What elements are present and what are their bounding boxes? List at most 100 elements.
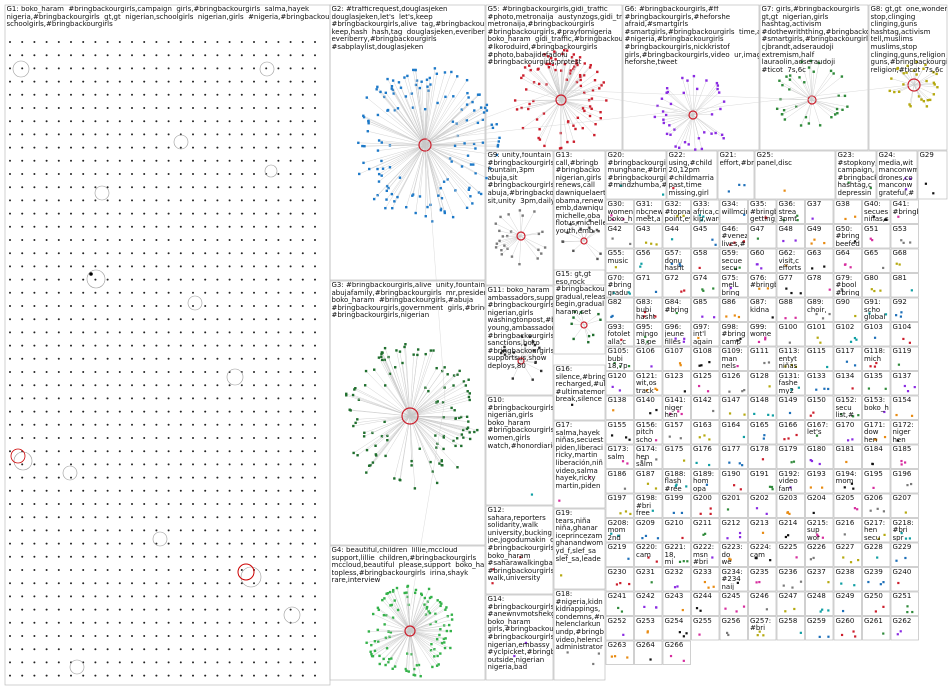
node <box>468 398 471 402</box>
node <box>590 97 594 100</box>
edge <box>394 415 411 479</box>
node <box>301 384 304 387</box>
node <box>45 67 48 70</box>
node <box>356 454 359 457</box>
node <box>301 437 304 439</box>
node <box>21 569 24 571</box>
node <box>876 556 879 559</box>
node <box>143 555 146 558</box>
node <box>677 410 680 413</box>
node <box>533 343 537 347</box>
node <box>932 81 936 84</box>
node <box>94 186 97 189</box>
node <box>106 423 109 426</box>
node <box>204 278 207 281</box>
node <box>277 463 280 466</box>
node <box>9 582 11 585</box>
node <box>167 674 170 677</box>
node <box>497 140 500 143</box>
node <box>167 463 170 466</box>
edge <box>409 370 460 417</box>
node <box>94 582 97 585</box>
edge <box>811 73 834 101</box>
node <box>906 610 909 614</box>
node <box>82 133 85 136</box>
group-box-g3 <box>329 280 486 546</box>
edge <box>425 139 446 401</box>
node <box>192 305 194 307</box>
node <box>118 569 121 571</box>
node <box>743 184 746 187</box>
node <box>155 93 158 96</box>
node <box>192 635 194 637</box>
node <box>621 460 625 463</box>
node <box>532 349 536 352</box>
node <box>204 146 207 149</box>
node <box>791 586 794 589</box>
node <box>216 635 219 637</box>
edge <box>374 369 411 417</box>
node <box>869 186 872 190</box>
node <box>82 278 85 281</box>
edge <box>529 65 562 101</box>
node <box>403 591 406 595</box>
node <box>549 56 553 60</box>
edge <box>409 630 446 649</box>
node <box>9 397 11 400</box>
group-box-g65 <box>862 248 891 273</box>
edge <box>560 99 585 112</box>
node <box>155 529 158 532</box>
node <box>728 461 731 464</box>
node <box>21 173 24 175</box>
node <box>674 484 678 488</box>
node <box>796 218 799 222</box>
group-box-g108 <box>691 346 720 371</box>
edge <box>913 82 934 86</box>
node-ring <box>13 451 33 471</box>
node <box>57 120 60 123</box>
node <box>897 215 900 218</box>
group-box-g14 <box>485 594 554 681</box>
node <box>566 651 569 654</box>
node <box>799 580 803 583</box>
node <box>465 119 469 122</box>
node <box>610 315 613 319</box>
node <box>131 569 133 571</box>
edge <box>560 99 596 125</box>
node <box>155 516 158 519</box>
node <box>289 239 292 241</box>
node <box>57 305 60 307</box>
node <box>654 439 658 442</box>
node <box>363 145 366 148</box>
node <box>314 582 316 585</box>
node <box>253 595 255 598</box>
node <box>192 503 194 505</box>
node <box>143 542 146 545</box>
node <box>534 360 537 364</box>
group-box-g41 <box>890 199 919 224</box>
node <box>538 138 542 141</box>
node <box>709 512 712 515</box>
group-box-g140 <box>634 395 663 420</box>
edge <box>520 215 523 237</box>
group-box-g164 <box>719 420 748 445</box>
node <box>82 621 85 624</box>
node <box>277 54 280 57</box>
group-box-g257 <box>748 616 777 641</box>
node <box>45 146 48 149</box>
node <box>45 410 48 413</box>
edge <box>692 114 705 133</box>
node <box>240 621 243 624</box>
node <box>253 344 255 347</box>
node <box>118 476 121 479</box>
group-box-g120 <box>605 371 634 396</box>
node <box>265 54 268 57</box>
node <box>468 186 471 190</box>
node <box>82 146 85 149</box>
node <box>390 192 394 196</box>
node <box>253 67 255 70</box>
node <box>253 463 255 466</box>
node <box>404 667 407 671</box>
node <box>118 410 121 413</box>
